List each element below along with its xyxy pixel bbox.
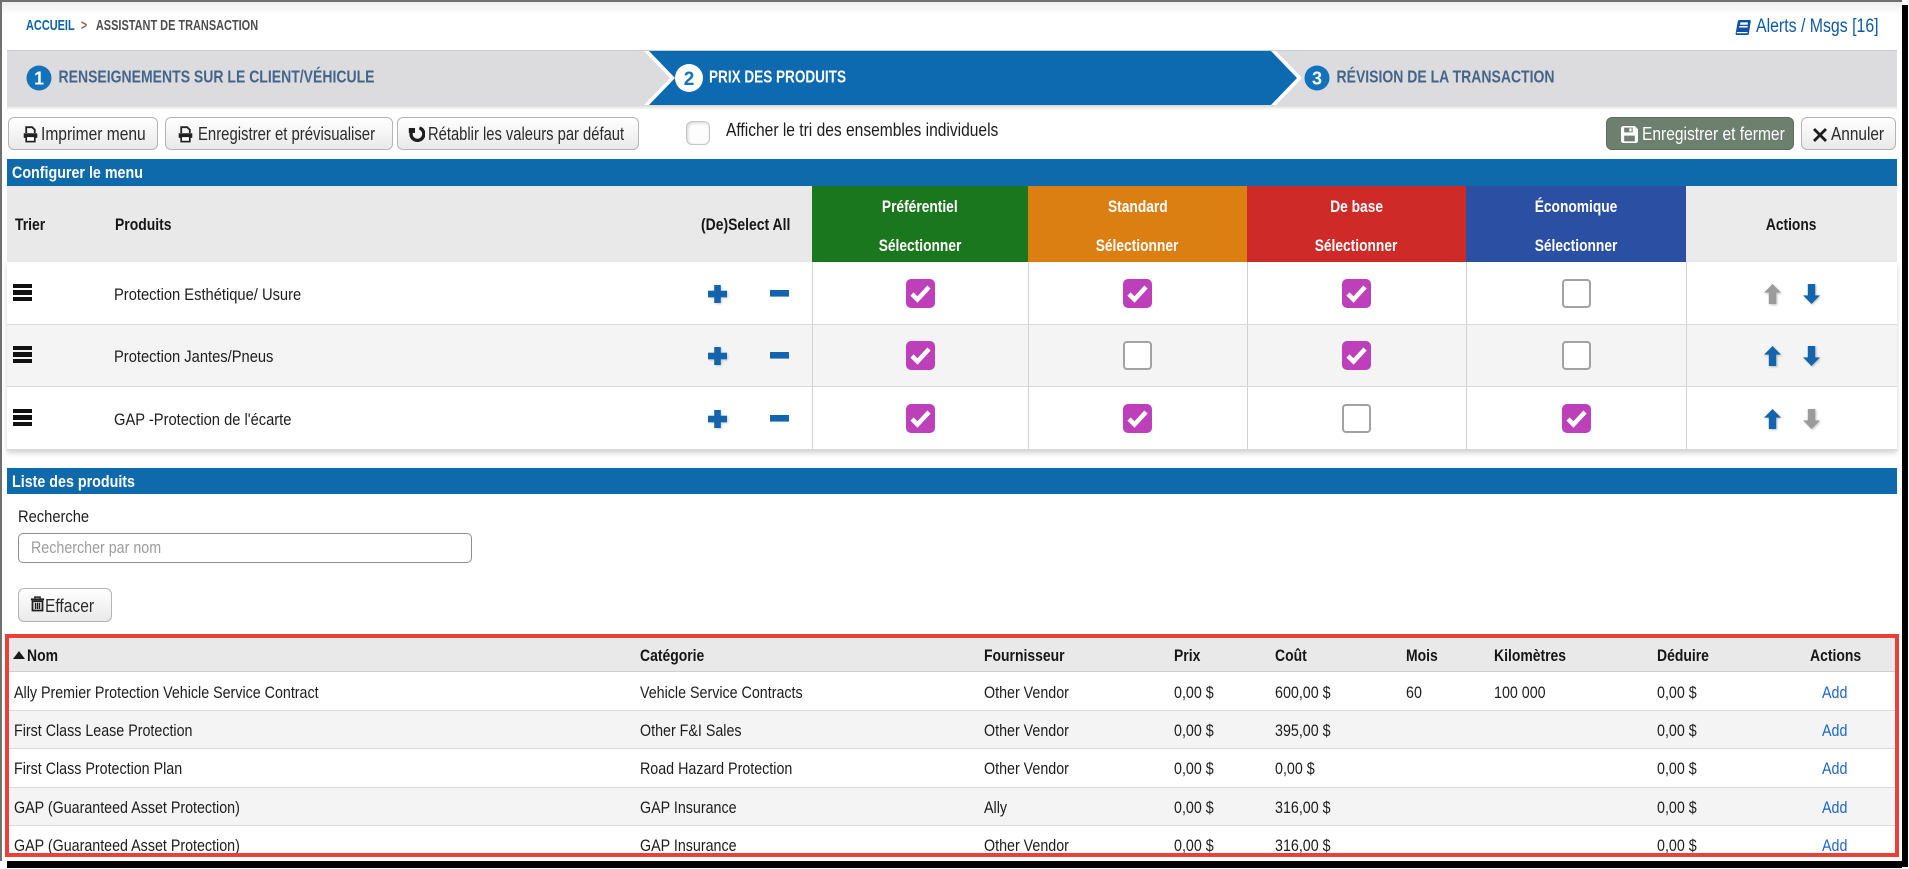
svg-text:3: 3 [1312, 69, 1322, 89]
svg-text:RENSEIGNEMENTS SUR LE CLIENT/V: RENSEIGNEMENTS SUR LE CLIENT/VÉHICULE [59, 66, 375, 87]
svg-text:2: 2 [684, 69, 695, 90]
svg-text:1: 1 [34, 69, 44, 89]
svg-text:PRIX DES PRODUITS: PRIX DES PRODUITS [709, 67, 846, 87]
svg-text:RÉVISION DE LA TRANSACTION: RÉVISION DE LA TRANSACTION [1337, 66, 1555, 87]
